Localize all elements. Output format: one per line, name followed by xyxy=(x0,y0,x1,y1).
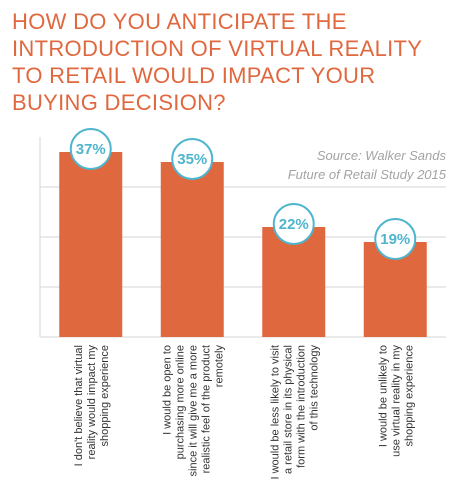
category-label: form with the introduction xyxy=(295,345,307,468)
chart-source: Source: Walker Sands Future of Retail St… xyxy=(288,146,446,184)
category-label: since it will give me a more xyxy=(187,345,199,476)
bar xyxy=(160,162,224,337)
source-line: Future of Retail Study 2015 xyxy=(287,167,446,182)
category-label: I would be open to xyxy=(161,345,173,435)
data-label: 19% xyxy=(380,231,410,248)
category-label: I don't believe that virtual xyxy=(73,345,85,466)
category-label: of this technology xyxy=(308,345,320,431)
value-badge xyxy=(374,218,417,260)
data-label: 22% xyxy=(279,216,309,233)
category-label: realistic feel of the product xyxy=(200,345,212,473)
category-label: I would be unlikely to xyxy=(377,345,389,447)
bar xyxy=(262,227,326,337)
value-badge xyxy=(69,128,112,170)
data-label: 37% xyxy=(76,141,106,158)
category-label: shopping experience xyxy=(99,345,111,447)
source-line: Source: Walker Sands xyxy=(316,148,446,163)
value-badge xyxy=(171,138,214,180)
category-label: purchasing more online xyxy=(174,345,186,459)
bar xyxy=(59,152,123,337)
data-label: 35% xyxy=(177,151,207,168)
category-label: shopping experience xyxy=(403,345,415,447)
chart-title: HOW DO YOU ANTICIPATE THE INTRODUCTION O… xyxy=(12,9,422,115)
category-label: reality would impact my xyxy=(86,345,98,460)
category-label: use virtual reality in my xyxy=(390,345,402,457)
value-badge xyxy=(272,203,315,245)
category-label: remotely xyxy=(213,345,225,388)
category-label: a retail store in its physical xyxy=(282,345,294,474)
category-label: I would be less likely to visit xyxy=(269,345,281,480)
